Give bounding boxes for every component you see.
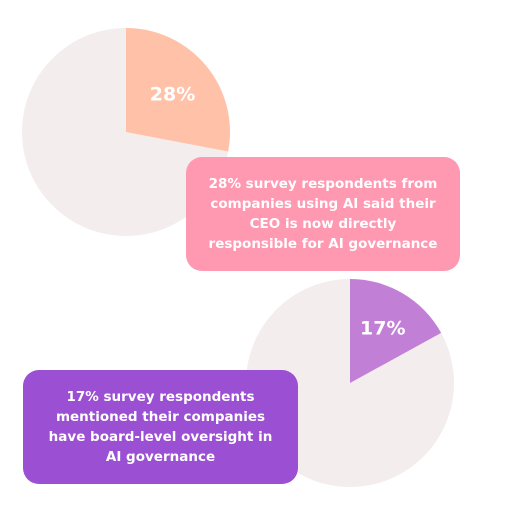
pie-slice-ceo-responsible (126, 28, 231, 152)
pie-chart-board-oversight: 17% (246, 279, 455, 487)
pie-slice-board-oversight (350, 279, 442, 383)
pie-slice-remainder-board (246, 279, 455, 487)
pie-label-ceo-percentage: 28% (150, 84, 195, 106)
callout-ceo-text: 28% survey respondents from companies us… (208, 176, 438, 252)
pie-chart-ceo-responsibility: 28% (22, 28, 231, 236)
pie-label-board-percentage: 17% (360, 318, 405, 340)
callout-board-text: 17% survey respondents mentioned their c… (48, 389, 273, 465)
pie-slice-remainder-ceo (22, 28, 229, 236)
callout-ceo-responsibility: 28% survey respondents from companies us… (186, 157, 460, 271)
callout-board-oversight: 17% survey respondents mentioned their c… (23, 370, 298, 484)
